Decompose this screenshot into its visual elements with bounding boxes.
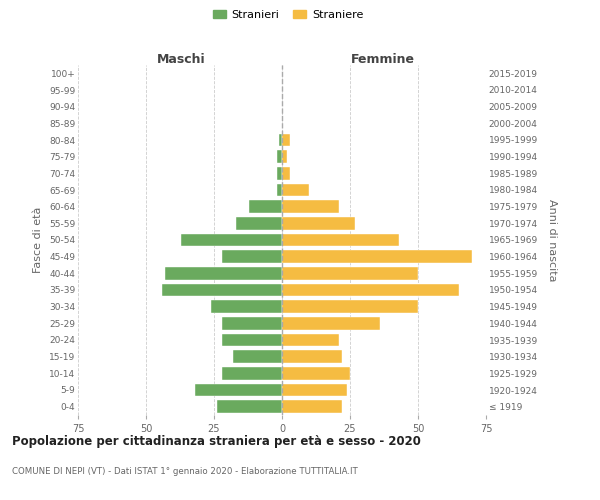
Bar [165,267,282,280]
Bar [282,367,350,380]
Bar [277,150,282,163]
Bar [282,384,347,396]
Y-axis label: Anni di nascita: Anni di nascita [547,198,557,281]
Bar [217,400,282,413]
Bar [282,167,290,179]
Bar [222,250,282,263]
Bar [282,334,339,346]
Bar [277,184,282,196]
Text: Maschi: Maschi [157,53,206,66]
Bar [282,300,418,313]
Bar [233,350,282,363]
Bar [279,134,282,146]
Bar [282,217,355,230]
Bar [282,317,380,330]
Bar [282,150,287,163]
Bar [282,184,309,196]
Bar [222,317,282,330]
Bar [282,250,472,263]
Bar [222,334,282,346]
Text: Femmine: Femmine [350,53,415,66]
Bar [282,200,339,213]
Bar [211,300,282,313]
Bar [277,167,282,179]
Bar [236,217,282,230]
Bar [282,234,399,246]
Text: COMUNE DI NEPI (VT) - Dati ISTAT 1° gennaio 2020 - Elaborazione TUTTITALIA.IT: COMUNE DI NEPI (VT) - Dati ISTAT 1° genn… [12,468,358,476]
Bar [282,400,342,413]
Bar [181,234,282,246]
Bar [222,367,282,380]
Text: Popolazione per cittadinanza straniera per età e sesso - 2020: Popolazione per cittadinanza straniera p… [12,435,421,448]
Y-axis label: Fasce di età: Fasce di età [34,207,43,273]
Bar [250,200,282,213]
Bar [282,284,459,296]
Bar [282,267,418,280]
Bar [195,384,282,396]
Bar [163,284,282,296]
Bar [282,350,342,363]
Legend: Stranieri, Straniere: Stranieri, Straniere [208,6,368,25]
Bar [282,134,290,146]
